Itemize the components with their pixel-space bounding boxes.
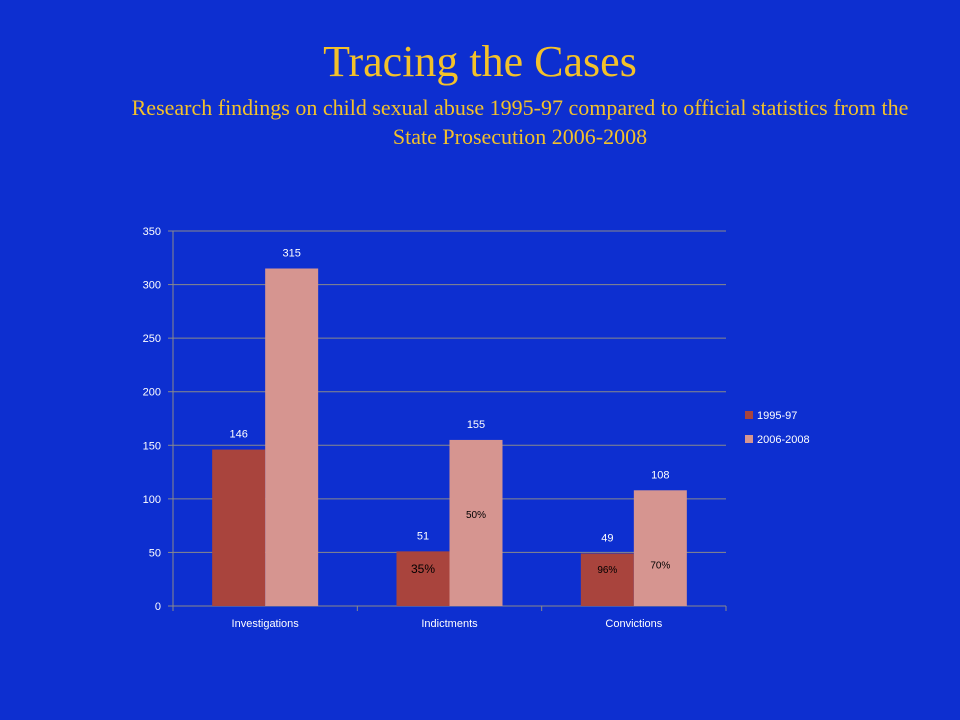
y-tick-label: 200: [143, 387, 161, 399]
y-tick-label: 150: [143, 440, 161, 452]
x-tick-label: Convictions: [605, 618, 662, 630]
bar: [396, 551, 450, 606]
percent-annotation: 70%: [650, 560, 670, 571]
legend-label: 2006-2008: [757, 434, 810, 446]
slide-title: Tracing the Cases: [323, 37, 637, 86]
percent-annotation: 35%: [411, 562, 435, 576]
legend-swatch: [745, 435, 753, 443]
data-label: 51: [417, 530, 429, 542]
x-tick-label: Indictments: [421, 618, 478, 630]
slide-subtitle: Research findings on child sexual abuse …: [131, 95, 909, 149]
legend-label: 1995-97: [757, 410, 797, 422]
bar: [265, 268, 319, 606]
x-tick-label: Investigations: [232, 618, 300, 630]
percent-annotation: 50%: [466, 510, 486, 521]
y-tick-label: 50: [149, 547, 161, 559]
data-label: 315: [282, 248, 300, 260]
bar: [633, 490, 687, 606]
y-tick-label: 100: [143, 494, 161, 506]
data-label: 146: [229, 429, 247, 441]
legend-swatch: [745, 411, 753, 419]
y-tick-label: 300: [143, 280, 161, 292]
bar: [580, 553, 634, 606]
bar: [449, 439, 503, 606]
data-label: 49: [601, 533, 613, 545]
data-label: 108: [651, 469, 669, 481]
y-tick-label: 350: [143, 226, 161, 238]
y-tick-label: 0: [155, 601, 161, 613]
y-tick-label: 250: [143, 333, 161, 345]
bar: [212, 449, 266, 606]
percent-annotation: 96%: [597, 565, 617, 576]
data-label: 155: [467, 419, 485, 431]
